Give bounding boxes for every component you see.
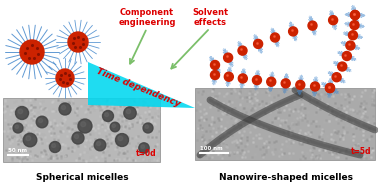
Circle shape: [23, 133, 37, 147]
Circle shape: [311, 82, 319, 91]
Circle shape: [350, 10, 359, 20]
Text: t=0d: t=0d: [135, 149, 156, 158]
Circle shape: [96, 142, 101, 146]
Circle shape: [325, 84, 335, 92]
Circle shape: [39, 118, 43, 123]
Circle shape: [116, 134, 129, 147]
Circle shape: [238, 74, 247, 83]
Circle shape: [15, 125, 19, 129]
Circle shape: [56, 69, 74, 87]
Circle shape: [211, 70, 220, 79]
Circle shape: [112, 124, 116, 127]
Circle shape: [254, 39, 263, 48]
Circle shape: [342, 52, 351, 60]
Circle shape: [289, 27, 297, 36]
Circle shape: [105, 113, 108, 117]
Circle shape: [141, 145, 144, 148]
Circle shape: [346, 41, 355, 50]
Circle shape: [59, 103, 71, 115]
Circle shape: [350, 21, 359, 30]
Text: Solvent
effects: Solvent effects: [192, 8, 228, 27]
Circle shape: [328, 16, 338, 25]
Circle shape: [267, 77, 276, 86]
Text: Component
engineering: Component engineering: [118, 8, 176, 27]
Bar: [3, 98, 160, 162]
Circle shape: [61, 105, 66, 110]
Circle shape: [224, 72, 233, 81]
Circle shape: [139, 143, 149, 153]
Text: 50 nm: 50 nm: [8, 148, 27, 153]
Circle shape: [211, 60, 220, 70]
Circle shape: [145, 125, 149, 129]
Text: Time dependency: Time dependency: [95, 67, 181, 109]
Circle shape: [72, 132, 84, 144]
Text: Spherical micelles: Spherical micelles: [36, 173, 128, 182]
Circle shape: [308, 21, 317, 30]
Text: t=5d: t=5d: [350, 147, 371, 156]
Circle shape: [18, 109, 23, 114]
Circle shape: [81, 122, 86, 127]
Circle shape: [68, 32, 88, 52]
Circle shape: [238, 46, 247, 55]
Circle shape: [143, 123, 153, 133]
Circle shape: [224, 53, 232, 62]
Circle shape: [124, 107, 136, 119]
Text: Nanowire-shaped micelles: Nanowire-shaped micelles: [219, 173, 353, 182]
Circle shape: [338, 62, 347, 71]
Circle shape: [253, 76, 262, 85]
Circle shape: [332, 73, 341, 82]
Circle shape: [296, 80, 305, 89]
Text: 100 nm: 100 nm: [200, 146, 223, 151]
Circle shape: [281, 79, 290, 88]
Circle shape: [78, 119, 92, 133]
Circle shape: [110, 122, 120, 132]
Circle shape: [50, 142, 60, 153]
Circle shape: [52, 144, 56, 147]
Bar: [195, 88, 375, 160]
Circle shape: [36, 116, 48, 128]
Circle shape: [74, 134, 79, 139]
Circle shape: [102, 110, 113, 121]
Circle shape: [349, 31, 358, 40]
Circle shape: [126, 109, 131, 114]
Circle shape: [20, 40, 44, 64]
Circle shape: [13, 123, 23, 133]
Circle shape: [26, 136, 31, 141]
Circle shape: [118, 136, 122, 141]
Circle shape: [15, 107, 28, 119]
Circle shape: [325, 84, 335, 92]
Circle shape: [271, 33, 279, 42]
Circle shape: [350, 10, 359, 20]
Polygon shape: [88, 62, 195, 108]
Circle shape: [94, 139, 106, 151]
